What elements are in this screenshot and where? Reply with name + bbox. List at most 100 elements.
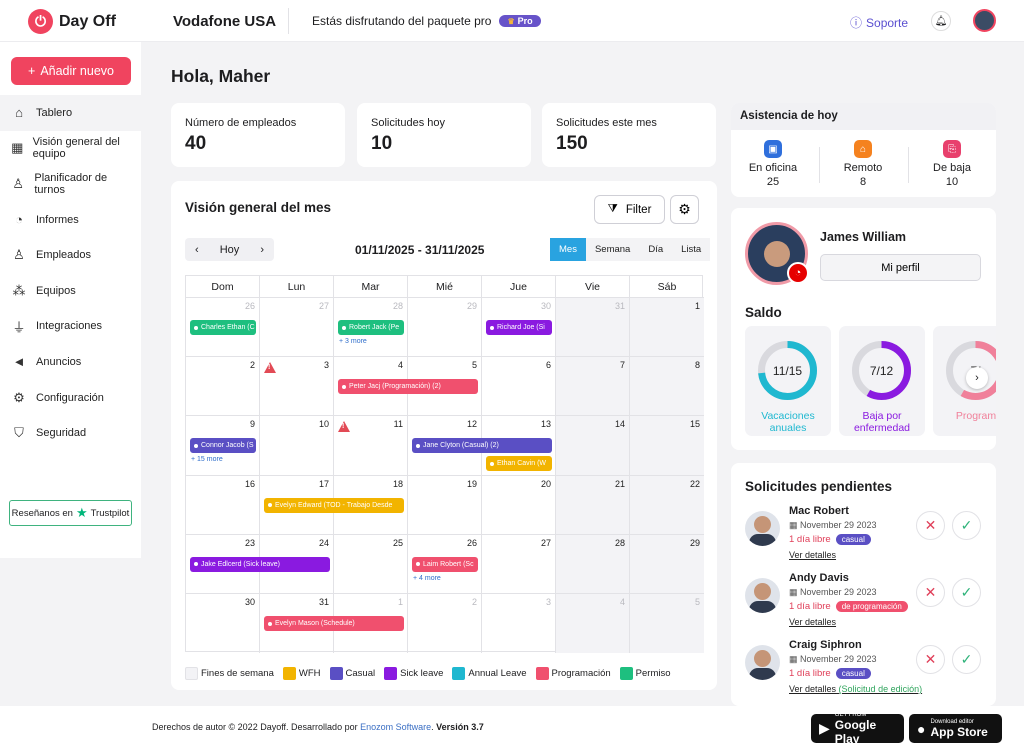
sidebar-item-configuracion[interactable]: ⚙ Configuración [0, 380, 141, 416]
filter-button[interactable]: ⧩ Filter [594, 195, 665, 224]
more-events-link[interactable]: + 4 more [413, 574, 441, 582]
sidebar-item-integraciones[interactable]: ⏚ Integraciones [0, 309, 141, 345]
calendar-day-cell[interactable]: 15 [630, 416, 704, 476]
my-profile-button[interactable]: Mi perfil [820, 254, 981, 281]
bell-icon[interactable]: 🔔︎ [931, 11, 951, 31]
company-link[interactable]: Enozom Software [360, 722, 432, 732]
calendar-day-cell[interactable]: 2 [408, 594, 482, 654]
more-events-link[interactable]: + 3 more [339, 338, 367, 345]
calendar-day-cell[interactable]: 24 [260, 534, 334, 594]
event-label: Peter Jacj (Programación) (2) [349, 383, 441, 391]
calendar-day-cell[interactable]: 20 [482, 475, 556, 535]
sidebar-item-tablero[interactable]: ⌂ Tablero [0, 95, 141, 131]
calendar-day-cell[interactable]: 31 [556, 298, 630, 358]
sidebar-item-empleados[interactable]: ♙ Empleados [0, 237, 141, 273]
stat-label: Número de empleados [185, 117, 297, 129]
calendar-day-cell[interactable]: 28 [334, 298, 408, 358]
calendar-event[interactable]: Peter Jacj (Programación) (2) [338, 379, 478, 395]
calendar-day-cell[interactable]: 5 [408, 357, 482, 417]
calendar-day-cell[interactable]: 19 [408, 475, 482, 535]
sidebar-item-planificador[interactable]: ♙ Planificador de turnos [0, 166, 141, 202]
calendar-day-cell[interactable]: 3 [482, 594, 556, 654]
calendar-event[interactable]: Evelyn Mason (Schedule) [264, 616, 404, 631]
calendar-day-cell[interactable]: 27 [260, 298, 334, 358]
calendar-day-cell[interactable]: 5 [630, 594, 704, 654]
calendar-day-cell[interactable]: 1 [630, 298, 704, 358]
view-day[interactable]: Día [639, 238, 673, 261]
calendar-day-cell[interactable]: 8 [630, 357, 704, 417]
support-link[interactable]: ⓘ Soporte [850, 14, 908, 31]
calendar-event[interactable]: Ethan Cavin (W [486, 456, 552, 472]
calendar-day-cell[interactable]: 25 [334, 534, 408, 594]
filter-icon: ⧩ [607, 203, 618, 215]
calendar-day-cell[interactable]: 10 [260, 416, 334, 476]
sidebar-item-seguridad[interactable]: ⛉ Seguridad [0, 415, 141, 451]
sidebar-item-informes[interactable]: ◔ Informes [0, 202, 141, 238]
balance-card[interactable]: 7/12 Baja por enfermedad [839, 326, 925, 436]
more-events-link[interactable]: + 15 more [191, 456, 223, 464]
view-details-link[interactable]: Ver detalles (Solicitud de edición) [789, 684, 922, 694]
chevron-right-icon[interactable]: › [260, 243, 264, 256]
calendar-event[interactable]: Richard Joe (Si [486, 320, 552, 335]
calendar-day-cell[interactable]: 29 [630, 534, 704, 594]
sidebar-item-equipos[interactable]: ⁂ Equipos [0, 273, 141, 309]
calendar-day-cell[interactable]: 18 [334, 475, 408, 535]
calendar-day-cell[interactable]: 21 [556, 475, 630, 535]
sidebar-item-anuncios[interactable]: ◄ Anuncios [0, 344, 141, 380]
plug-icon: ⏚ [12, 319, 26, 335]
trustpilot-badge[interactable]: Reseñanos en ★ Trustpilot [9, 500, 132, 526]
approve-button[interactable]: ✓ [952, 511, 981, 540]
approve-button[interactable]: ✓ [952, 645, 981, 674]
reject-button[interactable]: ✕ [916, 511, 945, 540]
calendar-day-cell[interactable]: 30 [186, 594, 260, 654]
chevron-right-icon[interactable]: › [966, 367, 988, 389]
sidebar-item-vision-general[interactable]: ▦ Visión general del equipo [0, 131, 141, 167]
calendar-event[interactable]: Charles Ethan (C [190, 320, 256, 335]
view-month[interactable]: Mes [550, 238, 586, 261]
logo-icon: ⏻ [28, 9, 53, 34]
balance-card[interactable]: 11/15 Vacaciones anuales [745, 326, 831, 436]
view-details-link[interactable]: Ver detalles [789, 617, 836, 627]
calendar-event[interactable]: Connor Jacob (S [190, 438, 256, 454]
app-logo[interactable]: ⏻ Day Off [28, 9, 116, 34]
calendar-day-cell[interactable]: 29 [408, 298, 482, 358]
warning-icon[interactable]: ! [338, 421, 350, 433]
calendar-day-cell[interactable]: 26 [408, 534, 482, 594]
chevron-left-icon[interactable]: ‹ [195, 243, 199, 256]
calendar-event[interactable]: Jake Edlcerd (Sick leave) [190, 556, 330, 572]
calendar-day-cell[interactable]: 16 [186, 475, 260, 535]
reject-button[interactable]: ✕ [916, 645, 945, 674]
dot-icon [194, 325, 198, 330]
approve-button[interactable]: ✓ [952, 578, 981, 607]
reject-button[interactable]: ✕ [916, 578, 945, 607]
calendar-day-cell[interactable]: 14 [556, 416, 630, 476]
calendar-day-cell[interactable]: 11 [334, 416, 408, 476]
today-button[interactable]: Hoy [219, 243, 240, 256]
calendar-day-cell[interactable]: 13 [482, 416, 556, 476]
calendar-event[interactable]: Evelyn Edward (TOD - Trabajo Desde [264, 497, 404, 513]
calendar-day-cell[interactable]: 3 [260, 357, 334, 417]
app-store-button[interactable]: ● Download editor App Store [909, 714, 1002, 743]
calendar-event[interactable]: Robert Jack (Pe [338, 320, 404, 335]
google-play-button[interactable]: ▶ GET FROM Google Play [811, 712, 904, 746]
calendar-day-cell[interactable]: 4 [556, 594, 630, 654]
warning-icon[interactable]: ! [264, 362, 276, 374]
calendar-day-cell[interactable]: 27 [482, 534, 556, 594]
user-avatar[interactable] [973, 9, 996, 32]
calendar-day-cell[interactable]: 9 [186, 416, 260, 476]
add-new-button[interactable]: + Añadir nuevo [11, 57, 131, 85]
calendar-day-cell[interactable]: 30 [482, 298, 556, 358]
view-week[interactable]: Semana [585, 238, 640, 261]
view-list[interactable]: Lista [672, 238, 711, 261]
calendar-day-cell[interactable]: 1 [334, 594, 408, 654]
calendar-day-cell[interactable]: 26 [186, 298, 260, 358]
calendar-day-cell[interactable]: 22 [630, 475, 704, 535]
calendar-settings-button[interactable]: ⚙ [670, 195, 699, 224]
calendar-day-cell[interactable]: 2 [186, 357, 260, 417]
calendar-event[interactable]: Jane Clyton (Casual) (2) [412, 438, 552, 454]
view-details-link[interactable]: Ver detalles [789, 550, 836, 560]
calendar-day-cell[interactable]: 6 [482, 357, 556, 417]
calendar-day-cell[interactable]: 28 [556, 534, 630, 594]
calendar-day-cell[interactable]: 7 [556, 357, 630, 417]
calendar-event[interactable]: Laim Robert (Sc [412, 556, 478, 572]
